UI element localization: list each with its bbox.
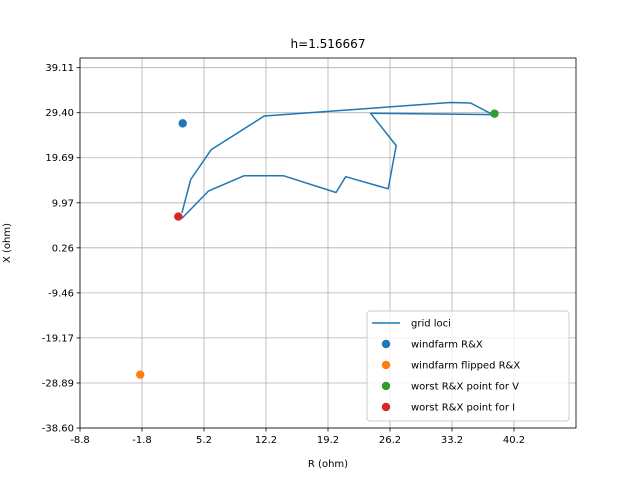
x-tick-label: 19.2 [317,435,339,446]
plot-frame [79,57,577,429]
y-tick-label: 0.26 [52,243,74,254]
x-tick-label: -8.8 [70,435,90,446]
series-line-grid-loci [181,101,494,219]
y-tick-label: -28.89 [42,378,74,389]
legend-point-marker [381,381,391,391]
x-tick-label: 33.2 [441,435,463,446]
y-tick-label: -9.46 [48,288,74,299]
legend-box [366,310,570,422]
x-axis-ticks: -8.8 -1.8 5.2 12.2 19.2 26.2 33.2 40.2 [70,428,525,446]
x-tick-label: 12.2 [255,435,277,446]
x-tick-label: 26.2 [379,435,401,446]
y-tick-label: 19.69 [45,153,74,164]
data-point-2 [136,370,145,379]
legend-label: worst R&X point for V [411,382,519,393]
y-tick-label: 29.40 [45,108,74,119]
x-tick-label: 5.2 [196,435,212,446]
data-point-1 [178,119,187,128]
data-point-4 [174,212,183,221]
chart-title: h=1.516667 [291,37,366,51]
y-tick-label: -19.17 [42,333,74,344]
y-tick-label: 39.11 [45,63,74,74]
x-axis-label: R (ohm) [308,459,348,470]
legend-point-marker [381,339,391,349]
legend-label: windfarm R&X [411,340,483,351]
legend: grid loci windfarm R&X windfarm flipped R&… [366,310,570,422]
y-tick-label: 9.97 [52,198,74,209]
y-axis-ticks: -38.60 -28.89 -19.17 -9.46 0.26 9.97 19.69 29.4… [42,63,80,435]
data-point-3 [490,109,499,118]
y-axis-label: X (ohm) [2,223,13,263]
legend-label: windfarm flipped R&X [411,361,520,372]
legend-point-marker [381,360,391,370]
x-tick-label: 40.2 [503,435,525,446]
y-tick-label: -38.60 [42,424,74,435]
legend-label: worst R&X point for I [411,403,515,414]
legend-point-marker [381,402,391,412]
x-tick-label: -1.8 [132,435,152,446]
series [136,101,499,379]
legend-label: grid loci [411,319,451,330]
